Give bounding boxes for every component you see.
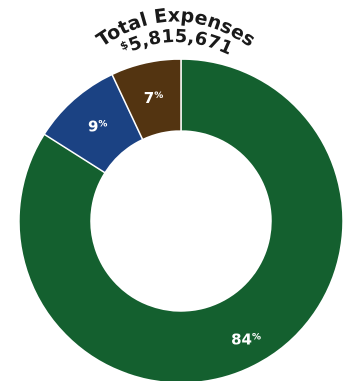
donut-slice-84 — [18, 58, 344, 381]
slice-label-9: 9% — [88, 117, 107, 135]
donut-slices — [18, 58, 344, 381]
slice-label-percent: % — [98, 119, 107, 129]
slice-label-7: 7% — [144, 89, 163, 107]
slice-label-value: 7 — [144, 89, 154, 107]
donut-slice-7 — [111, 58, 182, 141]
slice-label-percent: % — [252, 332, 261, 342]
slice-label-value: 9 — [88, 117, 98, 135]
slice-label-value: 84 — [231, 330, 252, 348]
slice-label-percent: % — [154, 91, 163, 101]
slice-label-84: 84% — [231, 330, 261, 348]
slice-labels: 84%9%7% — [88, 89, 261, 348]
